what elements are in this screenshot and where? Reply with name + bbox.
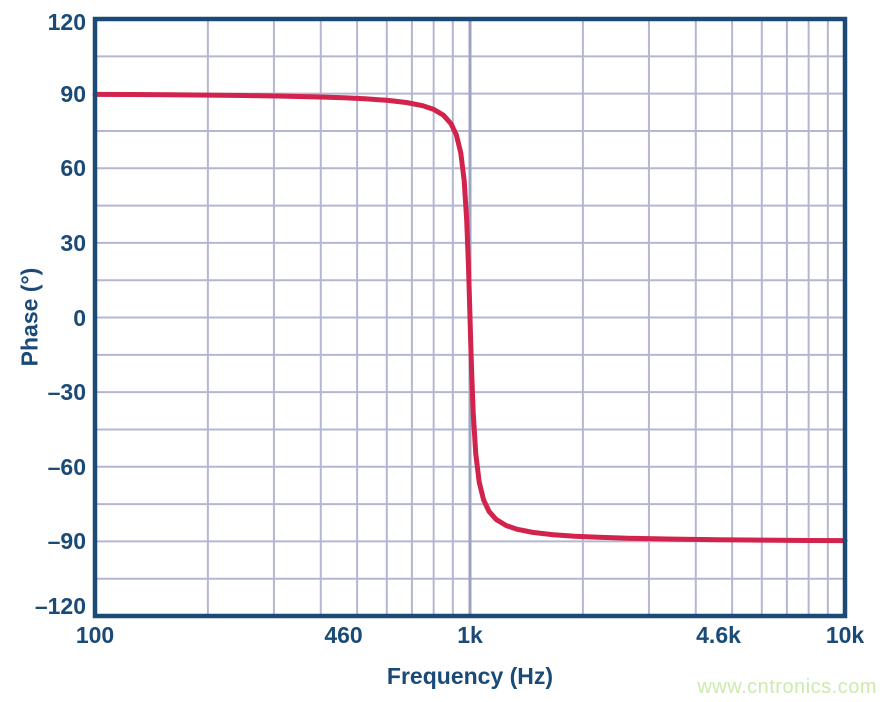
y-tick-label--90: –90	[47, 528, 86, 555]
y-axis-title: Phase (°)	[16, 267, 43, 367]
y-tick-label--30: –30	[47, 379, 86, 406]
x-tick-label-4.6k: 4.6k	[696, 622, 741, 648]
plot-border	[92, 16, 848, 619]
y-tick-label-90: 90	[60, 80, 86, 107]
watermark: www.cntronics.com	[697, 676, 877, 698]
y-tick-label-0: 0	[73, 304, 86, 331]
x-tick-label-100: 100	[75, 622, 115, 648]
y-tick-label--120: –120	[34, 593, 86, 619]
x-tick-label-1k: 1k	[457, 622, 483, 648]
y-tick-label--60: –60	[47, 453, 86, 480]
curve-phase-response	[92, 91, 848, 544]
x-axis-title: Frequency (Hz)	[386, 663, 554, 689]
y-tick-label-60: 60	[60, 155, 86, 182]
y-tick-label-30: 30	[60, 229, 86, 256]
x-tick-label-10k: 10k	[825, 622, 865, 648]
x-tick-label-460: 460	[324, 622, 363, 648]
y-tick-label-120: 120	[47, 9, 86, 35]
